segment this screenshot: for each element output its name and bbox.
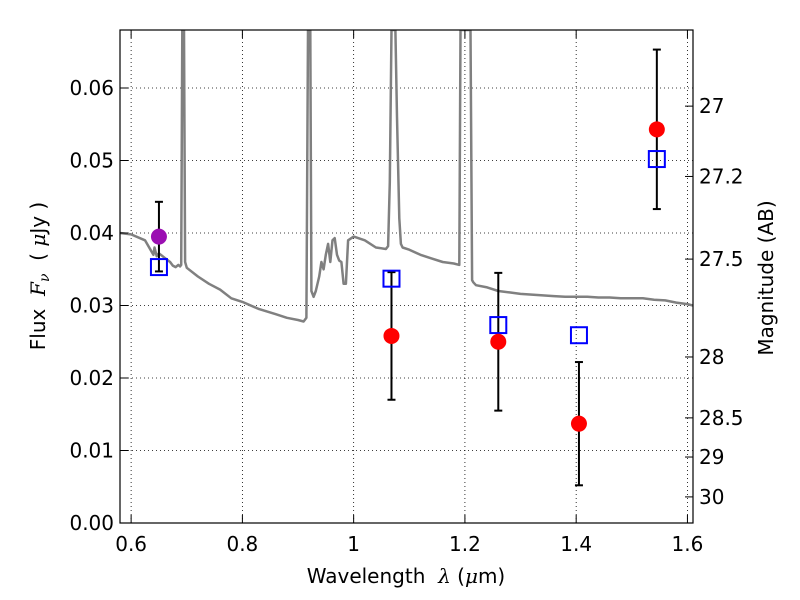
y-tick-label: 0.03 [69,294,114,318]
model-photometry-point [569,326,588,345]
y2-tick-label: 27.5 [699,247,744,271]
y-tick-label: 0.00 [69,511,114,535]
x-tick-label: 1.2 [449,532,481,556]
model-photometry-point [382,269,401,288]
y2-tick-label: 30 [699,485,724,509]
observed-photometry-layer [150,121,665,432]
y2-tick-label: 27 [699,94,724,118]
y2-tick-label: 29 [699,445,724,469]
observed-point [648,121,665,138]
observed-point [383,327,400,344]
model-spectrum-layer [120,30,693,323]
y-tick-label: 0.05 [69,149,114,173]
plot-frame [119,29,694,524]
y-tick-label: 0.04 [69,221,114,245]
y-tick-label: 0.06 [69,76,114,100]
model-photometry-point [149,258,168,277]
x-axis-label: Wavelength λ (μm) [307,564,506,588]
model-photometry-point [647,150,666,169]
axis-ticks: 0.6 0.8 1 1.2 1.4 1.6 0.00 0.01 0.02 0.03 0.04 0.05… [69,30,744,556]
y-axis-label: Flux Fν ( μJy ) [26,202,53,350]
y2-axis-label: Magnitude (AB) [754,200,778,355]
observed-point [150,228,167,245]
plot-background [120,30,693,523]
model-photometry-point [489,316,508,335]
x-tick-label: 0.8 [226,532,258,556]
y2-tick-label: 27.2 [699,164,744,188]
model-photometry-layer [149,150,666,345]
x-tick-label: 1.6 [672,532,704,556]
y-tick-label: 0.02 [69,366,114,390]
x-tick-label: 1 [347,532,360,556]
y-tick-label: 0.01 [69,439,114,463]
x-tick-label: 1.4 [560,532,592,556]
observed-point [490,333,507,350]
observed-point [570,415,587,432]
y2-tick-label: 28.5 [699,406,744,430]
model-spectrum-line [120,30,693,323]
x-tick-label: 0.6 [115,532,147,556]
y2-tick-label: 28 [699,345,724,369]
